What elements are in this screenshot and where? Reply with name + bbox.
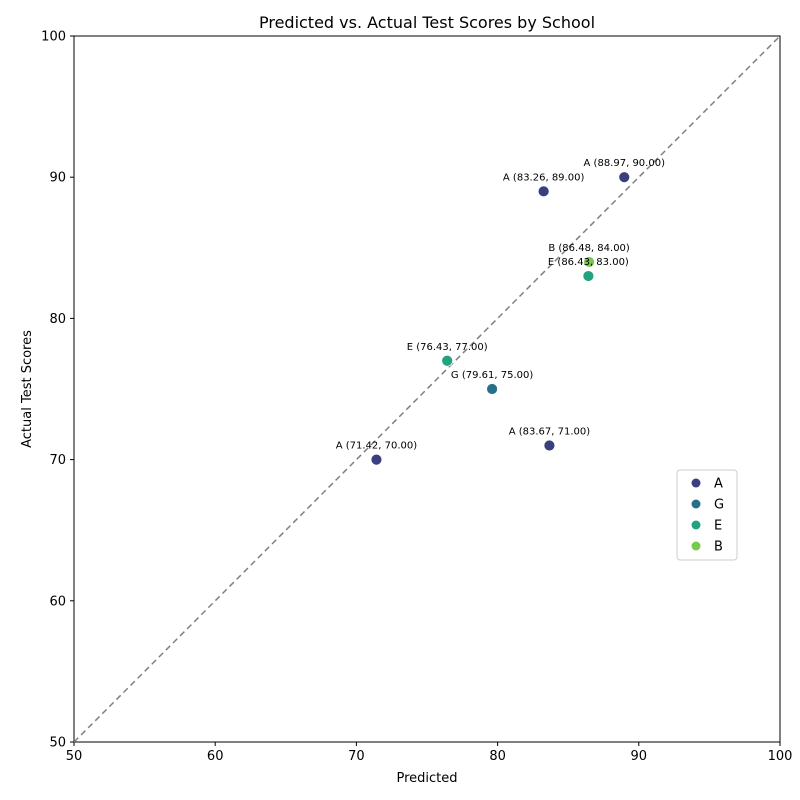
legend-label: G (714, 498, 724, 513)
data-label: A (71.42, 70.00) (336, 441, 418, 452)
data-label: B (86.48, 84.00) (548, 243, 630, 254)
data-point (370, 453, 383, 466)
x-tick-label: 70 (348, 749, 365, 764)
x-tick-label: 90 (631, 749, 648, 764)
data-label: E (76.43, 77.00) (407, 342, 488, 353)
data-label: A (88.97, 90.00) (584, 158, 666, 169)
data-label: G (79.61, 75.00) (451, 370, 533, 381)
legend-label: B (714, 540, 723, 555)
y-tick-label: 90 (49, 171, 66, 186)
y-axis-title: Actual Test Scores (20, 330, 35, 448)
chart-title: Predicted vs. Actual Test Scores by Scho… (259, 13, 595, 32)
x-axis-title: Predicted (396, 771, 457, 786)
data-point (486, 383, 498, 395)
data-point (537, 185, 550, 198)
data-point (618, 171, 631, 184)
legend-marker (691, 478, 701, 488)
x-tick-label: 60 (207, 749, 224, 764)
legend-marker (691, 541, 701, 551)
y-tick-label: 60 (49, 594, 66, 609)
legend-label: A (714, 477, 723, 492)
data-label: A (83.67, 71.00) (509, 426, 591, 437)
data-label: A (83.26, 89.00) (503, 172, 585, 183)
x-tick-label: 50 (66, 749, 83, 764)
y-tick-label: 100 (41, 30, 66, 45)
data-point (441, 354, 454, 367)
data-label: E (86.43, 83.00) (548, 257, 629, 268)
data-point (543, 439, 556, 452)
legend-label: E (714, 519, 722, 534)
legend-marker (691, 520, 701, 530)
reference-line (73, 35, 781, 743)
data-point (582, 270, 595, 282)
y-tick-label: 80 (49, 312, 66, 327)
x-tick-label: 80 (489, 749, 506, 764)
y-tick-label: 70 (49, 453, 66, 468)
y-tick-label: 50 (49, 736, 66, 751)
legend-marker (691, 499, 701, 509)
x-tick-label: 100 (768, 749, 793, 764)
data-point (583, 256, 595, 268)
legend-box (676, 469, 738, 561)
plot-frame (73, 35, 781, 743)
